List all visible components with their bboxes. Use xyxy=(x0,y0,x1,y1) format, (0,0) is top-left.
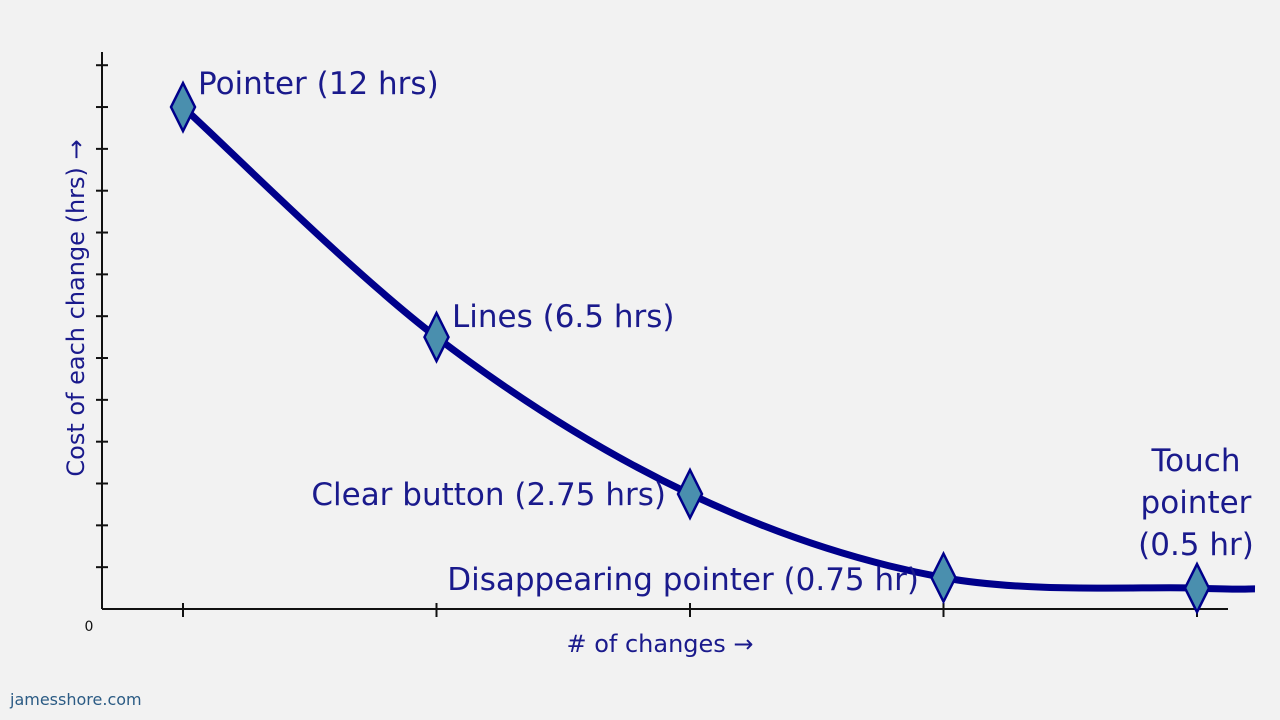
x-axis-title: # of changes → xyxy=(566,630,753,658)
origin-label: 0 xyxy=(85,619,94,635)
marker-layer xyxy=(169,80,1211,615)
data-point-marker xyxy=(1183,561,1211,615)
label-layer: Pointer (12 hrs) Lines (6.5 hrs) Clear but… xyxy=(198,66,1254,598)
data-point-label-line: pointer xyxy=(1141,485,1252,521)
data-point-label: Lines (6.5 hrs) xyxy=(452,299,675,335)
data-point-label-line: (0.5 hr) xyxy=(1138,527,1254,563)
data-point-label: Clear button (2.75 hrs) xyxy=(311,477,666,513)
site-credit: jamesshore.com xyxy=(10,690,142,709)
data-point-marker xyxy=(423,310,450,364)
data-point-label: Touch pointer (0.5 hr) xyxy=(1138,443,1254,563)
data-point-marker xyxy=(930,550,957,605)
cost-curve-line xyxy=(180,104,1256,593)
data-point-marker xyxy=(676,467,704,521)
data-point-marker xyxy=(169,80,197,134)
data-point-label: Disappearing pointer (0.75 hr) xyxy=(447,562,919,598)
y-axis-title: Cost of each change (hrs) → xyxy=(62,139,90,476)
data-point-label-line: Touch xyxy=(1151,443,1241,479)
data-point-label: Pointer (12 hrs) xyxy=(198,66,439,102)
axes xyxy=(96,52,1228,617)
curve-layer xyxy=(180,104,1256,593)
